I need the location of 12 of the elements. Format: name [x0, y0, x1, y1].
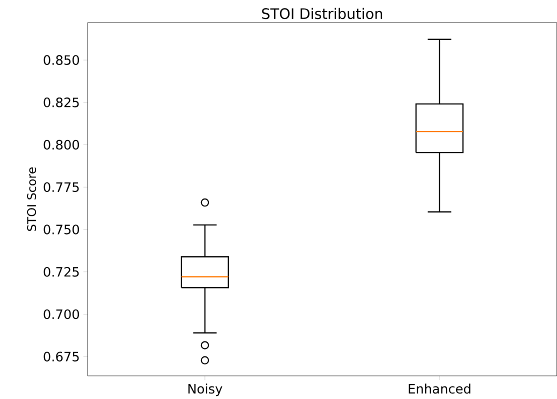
y-tick-label: 0.725 [44, 266, 79, 277]
y-tick-label: 0.700 [44, 309, 80, 319]
y-tick-label: 0.675 [44, 351, 79, 362]
x-tick-label: Enhanced [408, 383, 470, 394]
y-tick-label: 0.800 [44, 140, 80, 150]
y-axis-title: STOI Score [27, 167, 36, 231]
y-tick-label: 0.825 [44, 97, 79, 108]
x-tick-label: Noisy [188, 383, 222, 396]
y-tick-label: 0.750 [44, 224, 80, 234]
y-tick-label: 0.850 [44, 54, 80, 65]
chart-title: STOI Distribution [262, 8, 382, 19]
y-tick-label: 0.775 [44, 182, 79, 192]
